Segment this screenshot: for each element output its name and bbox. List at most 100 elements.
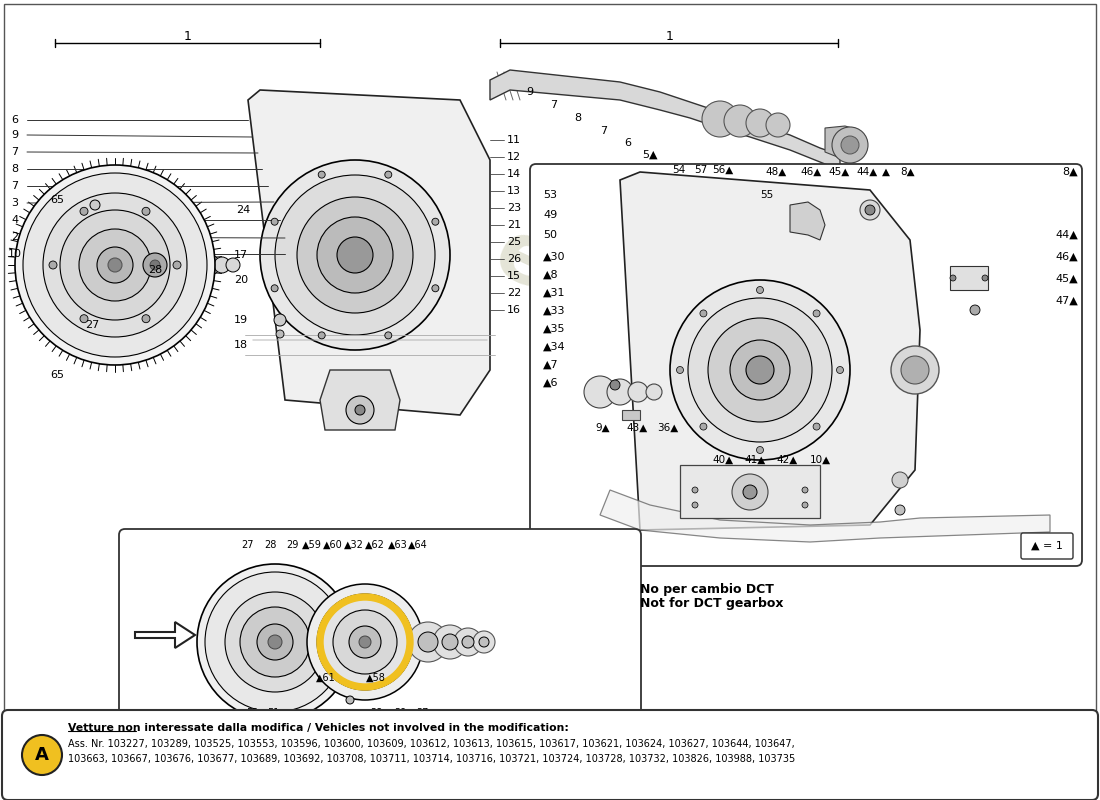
Circle shape: [100, 210, 210, 320]
Circle shape: [832, 127, 868, 163]
Polygon shape: [600, 490, 1050, 542]
Text: 56▲: 56▲: [712, 165, 734, 175]
Text: 44▲: 44▲: [856, 167, 878, 177]
Text: ▲63: ▲63: [388, 540, 408, 550]
Circle shape: [333, 610, 397, 674]
Circle shape: [802, 487, 808, 493]
Circle shape: [359, 636, 371, 648]
Circle shape: [702, 101, 738, 137]
Text: 9: 9: [11, 130, 19, 140]
Circle shape: [318, 332, 326, 339]
Text: ▲60: ▲60: [323, 540, 343, 550]
Text: 7: 7: [11, 181, 19, 191]
Text: 17: 17: [234, 250, 248, 260]
Text: Ass. Nr. 103227, 103289, 103525, 103553, 103596, 103600, 103609, 103612, 103613,: Ass. Nr. 103227, 103289, 103525, 103553,…: [68, 739, 794, 749]
Text: 65: 65: [50, 370, 64, 380]
Text: 14: 14: [507, 169, 521, 179]
Circle shape: [108, 258, 122, 272]
Circle shape: [240, 607, 310, 677]
Text: 7: 7: [550, 100, 558, 110]
Text: 53: 53: [543, 190, 557, 200]
Text: 28: 28: [264, 540, 276, 550]
Circle shape: [432, 218, 439, 226]
Text: 18: 18: [234, 340, 248, 350]
Circle shape: [473, 631, 495, 653]
Text: 46▲: 46▲: [1055, 252, 1078, 262]
Polygon shape: [621, 410, 640, 420]
Text: 40▲: 40▲: [712, 455, 733, 465]
FancyBboxPatch shape: [119, 529, 641, 726]
Text: 20: 20: [234, 275, 248, 285]
Circle shape: [226, 258, 240, 272]
Text: 27: 27: [85, 320, 99, 330]
Circle shape: [708, 318, 812, 422]
Text: 44▲: 44▲: [1055, 230, 1078, 240]
Circle shape: [197, 564, 353, 720]
Text: 23: 23: [507, 203, 521, 213]
Circle shape: [257, 624, 293, 660]
Circle shape: [433, 625, 468, 659]
Text: 47▲: 47▲: [1055, 296, 1078, 306]
Text: ▲64: ▲64: [408, 540, 428, 550]
Circle shape: [268, 635, 282, 649]
Circle shape: [317, 594, 412, 690]
Circle shape: [50, 261, 57, 269]
Circle shape: [454, 628, 482, 656]
Text: 19: 19: [234, 315, 248, 325]
Circle shape: [628, 382, 648, 402]
Circle shape: [757, 286, 763, 294]
Text: 2: 2: [11, 232, 19, 242]
Text: 46▲: 46▲: [800, 167, 822, 177]
Text: 8▲: 8▲: [900, 167, 914, 177]
Text: ▲62: ▲62: [365, 540, 385, 550]
Circle shape: [150, 260, 160, 270]
Circle shape: [275, 175, 434, 335]
Circle shape: [200, 255, 220, 275]
Bar: [950, 266, 988, 290]
Text: 45▲: 45▲: [1055, 274, 1078, 284]
Text: 103663, 103667, 103676, 103677, 103689, 103692, 103708, 103711, 103714, 103716, : 103663, 103667, 103676, 103677, 103689, …: [68, 754, 795, 764]
Polygon shape: [790, 202, 825, 240]
Circle shape: [80, 207, 88, 215]
Text: 51: 51: [267, 708, 279, 718]
Polygon shape: [620, 172, 920, 530]
Text: 5▲: 5▲: [642, 150, 658, 160]
Text: 8▲: 8▲: [1063, 167, 1078, 177]
Circle shape: [442, 634, 458, 650]
Circle shape: [22, 735, 62, 775]
Circle shape: [746, 356, 774, 384]
Polygon shape: [825, 126, 852, 162]
Text: 26: 26: [507, 254, 521, 264]
Text: 10: 10: [8, 249, 22, 259]
Text: 6: 6: [625, 138, 631, 148]
Polygon shape: [490, 70, 840, 170]
Text: 11: 11: [507, 135, 521, 145]
Circle shape: [297, 197, 412, 313]
Circle shape: [802, 502, 808, 508]
Circle shape: [742, 485, 757, 499]
Circle shape: [337, 237, 373, 273]
Circle shape: [349, 626, 381, 658]
Text: 9: 9: [527, 87, 534, 97]
Text: 10▲: 10▲: [810, 455, 832, 465]
Polygon shape: [680, 465, 820, 518]
Text: 8: 8: [11, 164, 19, 174]
Text: ▲31: ▲31: [543, 288, 565, 298]
Circle shape: [700, 423, 707, 430]
Circle shape: [891, 346, 939, 394]
Circle shape: [408, 622, 448, 662]
Circle shape: [317, 217, 393, 293]
Circle shape: [276, 330, 284, 338]
Circle shape: [766, 113, 790, 137]
Circle shape: [730, 340, 790, 400]
Text: ▲61: ▲61: [316, 673, 336, 683]
Circle shape: [142, 207, 150, 215]
Text: 16: 16: [507, 305, 521, 315]
Text: 52: 52: [245, 708, 258, 718]
Circle shape: [226, 592, 324, 692]
Circle shape: [143, 253, 167, 277]
Circle shape: [60, 210, 170, 320]
Polygon shape: [248, 90, 490, 415]
FancyBboxPatch shape: [530, 164, 1082, 566]
Circle shape: [97, 247, 133, 283]
